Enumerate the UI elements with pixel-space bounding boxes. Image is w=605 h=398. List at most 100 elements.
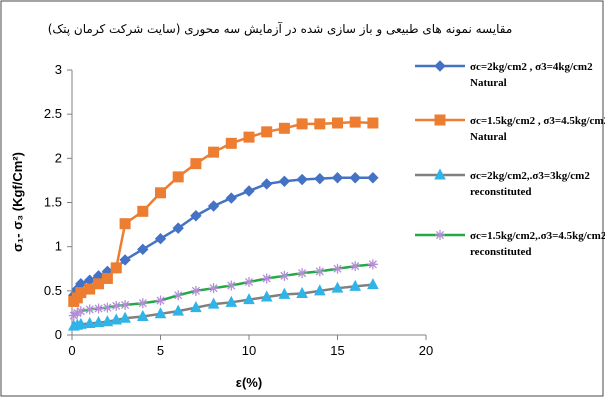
x-tick-label: 20 xyxy=(419,343,433,358)
data-point xyxy=(155,295,166,306)
x-tick-label: 15 xyxy=(330,343,344,358)
data-point xyxy=(367,278,379,290)
data-point xyxy=(225,192,238,204)
legend: σc=2kg/cm2 , σ3=4kg/cm2Naturalσc=1.5kg/c… xyxy=(415,60,605,258)
data-point xyxy=(296,173,308,186)
data-point xyxy=(260,178,273,190)
data-point xyxy=(243,185,255,197)
data-point xyxy=(190,301,202,313)
data-point xyxy=(278,122,290,134)
legend-swatch-marker xyxy=(435,230,445,240)
legend-sublabel: Natural xyxy=(470,77,507,89)
data-point xyxy=(226,280,237,291)
data-point xyxy=(155,187,166,199)
data-point xyxy=(349,279,362,291)
plot-area xyxy=(67,116,379,331)
legend-sublabel: reconstituted xyxy=(470,246,532,258)
data-point xyxy=(172,171,184,183)
data-point xyxy=(349,172,361,184)
data-point xyxy=(190,285,201,296)
y-tick-label: 1 xyxy=(55,239,62,254)
data-point xyxy=(207,200,220,212)
x-tick-label: 5 xyxy=(157,343,164,358)
data-point xyxy=(207,297,220,309)
x-tick-label: 10 xyxy=(242,343,256,358)
data-point xyxy=(119,254,131,266)
data-point xyxy=(314,266,325,277)
data-point xyxy=(119,311,131,323)
data-point xyxy=(261,126,273,138)
series-2 xyxy=(68,116,379,307)
data-point xyxy=(102,302,113,313)
y-axis-title: σ₁- σ₃ (Kgf/Cm²) xyxy=(10,152,25,252)
data-point xyxy=(367,117,379,129)
legend-sublabel: reconstituted xyxy=(470,186,532,198)
legend-item-1: σc=2kg/cm2 , σ3=4kg/cm2 Natural xyxy=(415,60,593,89)
data-point xyxy=(208,146,220,158)
data-point xyxy=(172,222,184,234)
legend-label: σc=1.5kg/cm2 , σ3=4.5kg/cm2 xyxy=(470,115,605,127)
legend-label: σc=2kg/cm2 , σ3=4kg/cm2 xyxy=(470,61,593,73)
x-axis-title: ε(%) xyxy=(236,375,262,390)
data-point xyxy=(154,233,167,245)
data-point xyxy=(243,131,255,143)
data-point xyxy=(260,290,273,302)
x-tick-label: 0 xyxy=(68,343,75,358)
y-tick-labels: 0 0.5 1 1.5 2 2.5 3 xyxy=(44,62,62,342)
data-point xyxy=(72,307,83,318)
data-point xyxy=(92,316,105,328)
data-point xyxy=(331,281,344,293)
data-point xyxy=(110,313,123,325)
series-4 xyxy=(68,259,378,321)
legend-item-2: σc=1.5kg/cm2 , σ3=4.5kg/cm2 Natural xyxy=(415,114,605,143)
data-point xyxy=(190,158,202,170)
data-point xyxy=(110,262,122,274)
y-tick-label: 2.5 xyxy=(44,106,62,121)
axes xyxy=(67,69,427,340)
y-tick-label: 2 xyxy=(55,150,62,165)
legend-label: σc=1.5kg/cm2,.σ3=4.5kg/cm2 xyxy=(470,230,605,242)
legend-item-4: σc=1.5kg/cm2,.σ3=4.5kg/cm2 reconstituted xyxy=(415,230,605,258)
legend-swatch-marker xyxy=(434,114,446,126)
legend-swatch-marker xyxy=(434,60,446,72)
data-point xyxy=(314,172,326,185)
data-point xyxy=(75,317,87,329)
y-tick-label: 3 xyxy=(55,62,62,77)
data-point xyxy=(243,293,255,305)
data-point xyxy=(279,270,290,281)
series-3 xyxy=(67,278,379,331)
y-tick-label: 0 xyxy=(55,327,62,342)
data-point xyxy=(93,303,104,314)
data-point xyxy=(190,210,202,222)
data-point xyxy=(137,243,149,256)
data-point xyxy=(332,117,343,129)
data-point xyxy=(173,290,184,301)
data-point xyxy=(297,268,308,279)
legend-sublabel: Natural xyxy=(470,131,507,143)
data-point xyxy=(367,259,378,270)
legend-item-3: σc=2kg/cm2,.σ3=3kg/cm2 reconstituted xyxy=(415,168,590,198)
y-tick-label: 1.5 xyxy=(44,195,62,210)
data-point xyxy=(137,205,149,217)
data-point xyxy=(278,175,291,188)
data-point xyxy=(136,309,149,321)
data-point xyxy=(296,118,308,130)
series-line xyxy=(72,176,373,296)
data-point xyxy=(367,172,379,184)
data-point xyxy=(172,304,185,316)
data-point xyxy=(83,316,96,329)
y-tick-label: 0.5 xyxy=(44,283,62,298)
data-point xyxy=(120,299,131,310)
legend-swatch-marker xyxy=(434,168,446,180)
data-point xyxy=(101,315,114,327)
data-point xyxy=(84,304,95,315)
data-point xyxy=(225,137,237,149)
data-point xyxy=(350,261,361,272)
data-point xyxy=(349,116,361,128)
data-point xyxy=(137,298,148,309)
data-point xyxy=(278,287,291,299)
data-point xyxy=(208,283,219,294)
data-point xyxy=(101,272,113,284)
chart-title: مقایسه نمونه های طبیعی و باز سازی شده در… xyxy=(48,21,513,37)
